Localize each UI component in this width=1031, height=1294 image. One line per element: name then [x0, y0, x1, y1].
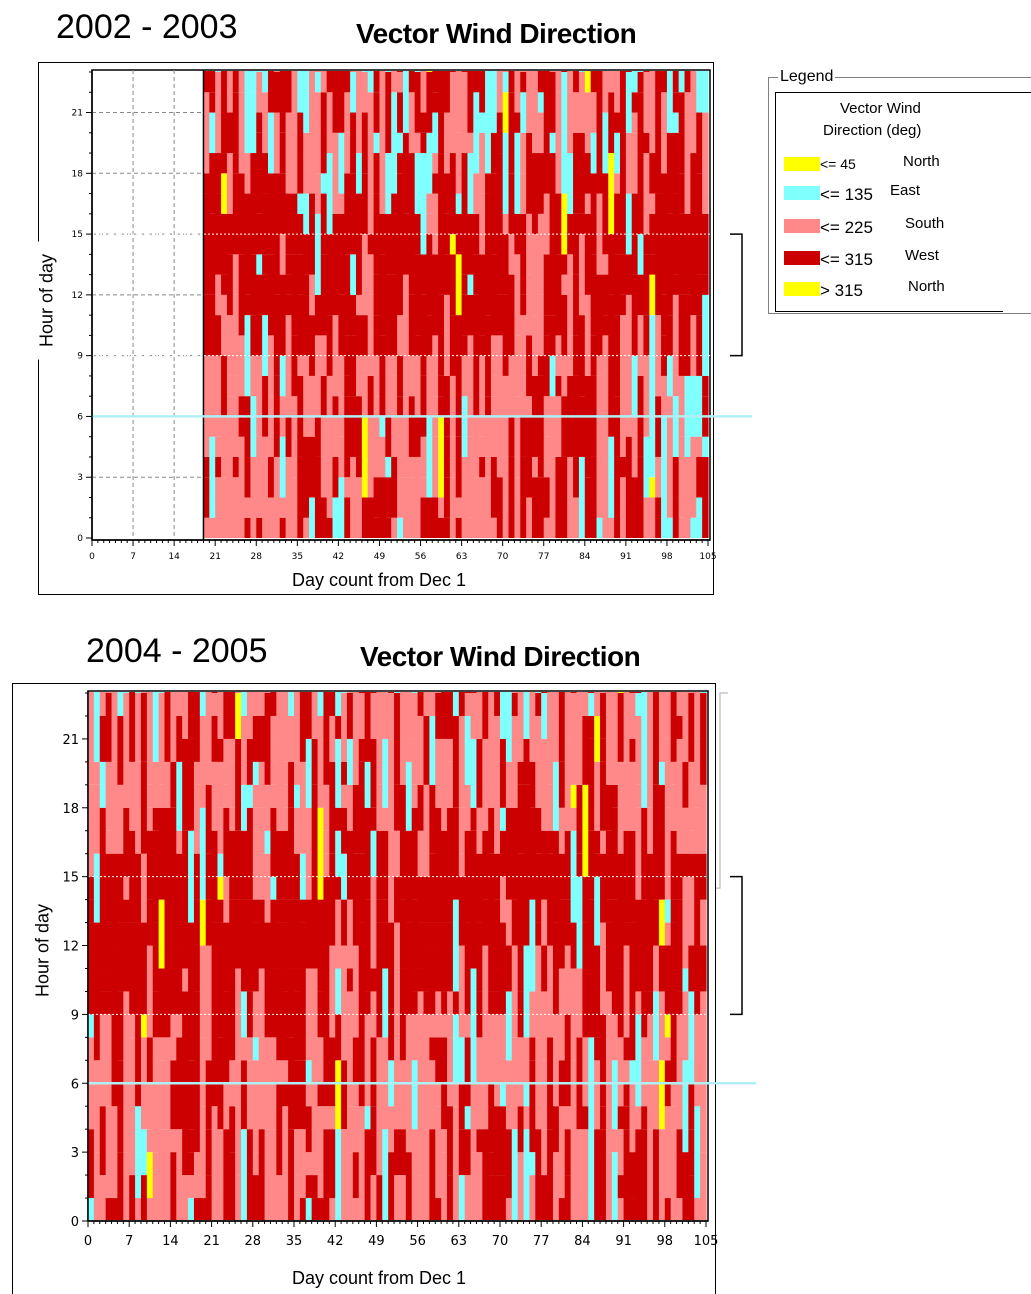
- legend-swatch-2: [784, 219, 820, 233]
- x-tick-98: 98: [657, 1234, 674, 1249]
- legend-title: Legend: [778, 68, 836, 86]
- y-tick-15: 15: [72, 230, 83, 240]
- y-tick-15: 15: [62, 871, 79, 886]
- legend-direction-label-0: North: [903, 153, 940, 170]
- x-tick-14: 14: [162, 1234, 179, 1249]
- x-tick-105: 105: [699, 552, 716, 562]
- legend: [768, 77, 1031, 314]
- bracket-9-15: [730, 875, 743, 1016]
- y-tick-9: 9: [71, 1008, 79, 1023]
- y-tick-3: 3: [71, 1146, 79, 1161]
- chart-title-1: Vector Wind Direction: [356, 18, 637, 49]
- legend-heading-1: Vector Wind: [840, 100, 921, 117]
- x-tick-91: 91: [615, 1234, 632, 1249]
- x-tick-21: 21: [209, 552, 220, 562]
- legend-range-label-1: <= 135: [820, 185, 873, 204]
- x-tick-7: 7: [125, 1234, 133, 1249]
- x-tick-63: 63: [456, 552, 467, 562]
- x-tick-56: 56: [415, 552, 427, 562]
- y-tick-18: 18: [72, 169, 84, 179]
- legend-swatch-0: [784, 157, 820, 171]
- bracket-secondary: [716, 692, 728, 889]
- legend-direction-label-3: West: [905, 247, 939, 264]
- x-tick-35: 35: [286, 1234, 303, 1249]
- y-tick-0: 0: [77, 534, 83, 544]
- legend-swatch-1: [784, 186, 820, 200]
- x-axis-label-2: Day count from Dec 1: [286, 1268, 473, 1289]
- legend-direction-label-4: North: [908, 278, 945, 295]
- year-label-2: 2004 - 2005: [86, 632, 268, 670]
- heatmap-cells-2: [88, 692, 707, 1220]
- x-tick-0: 0: [84, 1234, 92, 1249]
- x-tick-98: 98: [661, 552, 673, 562]
- x-tick-49: 49: [368, 1234, 385, 1249]
- y-tick-6: 6: [71, 1077, 79, 1092]
- x-tick-91: 91: [620, 552, 631, 562]
- legend-range-label-4: > 315: [820, 281, 864, 300]
- bracket-9-15: [730, 233, 743, 357]
- x-tick-70: 70: [492, 1234, 509, 1249]
- y-tick-12: 12: [72, 291, 83, 301]
- legend-swatch-3: [784, 251, 820, 265]
- x-tick-56: 56: [409, 1234, 426, 1249]
- x-tick-35: 35: [292, 552, 303, 562]
- chart-title-2: Vector Wind Direction: [360, 641, 641, 672]
- x-tick-70: 70: [497, 552, 509, 562]
- x-tick-84: 84: [574, 1234, 591, 1249]
- y-tick-21: 21: [62, 733, 79, 748]
- x-tick-105: 105: [694, 1234, 719, 1249]
- legend-inner: [775, 92, 1003, 312]
- x-axis-label-1: Day count from Dec 1: [286, 570, 473, 591]
- year-label-1: 2002 - 2003: [56, 8, 238, 46]
- x-tick-28: 28: [251, 552, 263, 562]
- legend-direction-label-2: South: [905, 215, 945, 232]
- y-tick-6: 6: [77, 412, 83, 422]
- heatmap-cells-1: [203, 71, 709, 538]
- y-tick-3: 3: [77, 473, 83, 483]
- y-tick-21: 21: [72, 109, 83, 119]
- legend-direction-label-1: East: [890, 182, 921, 199]
- x-tick-77: 77: [538, 552, 549, 562]
- y-tick-18: 18: [62, 802, 79, 817]
- heatmap-plot-1: 0 7 14 21 28 35 42 49 56 63 70 77 84 91 98 105 0 3 6 9 12 15 1…: [72, 69, 752, 562]
- legend-range-label-3: <= 315: [820, 250, 873, 269]
- legend-swatch-4: [784, 282, 820, 296]
- legend-range-label-0: <= 45: [820, 156, 856, 172]
- y-tick-12: 12: [62, 940, 79, 955]
- chart-frame-2: [12, 683, 716, 1294]
- legend-heading-2: Direction (deg): [823, 122, 922, 139]
- x-tick-28: 28: [245, 1234, 262, 1249]
- x-tick-21: 21: [203, 1234, 220, 1249]
- legend-range-label-2: <= 225: [820, 218, 873, 237]
- x-tick-84: 84: [579, 552, 591, 562]
- x-tick-77: 77: [533, 1234, 550, 1249]
- y-tick-9: 9: [77, 352, 83, 362]
- x-tick-14: 14: [168, 552, 180, 562]
- x-tick-7: 7: [130, 552, 136, 562]
- y-tick-0: 0: [71, 1215, 79, 1230]
- x-tick-42: 42: [327, 1234, 344, 1249]
- x-tick-49: 49: [374, 552, 386, 562]
- x-tick-63: 63: [451, 1234, 468, 1249]
- x-tick-42: 42: [333, 552, 344, 562]
- x-tick-0: 0: [89, 552, 95, 562]
- y-axis-label-2: Hour of day: [32, 891, 54, 1010]
